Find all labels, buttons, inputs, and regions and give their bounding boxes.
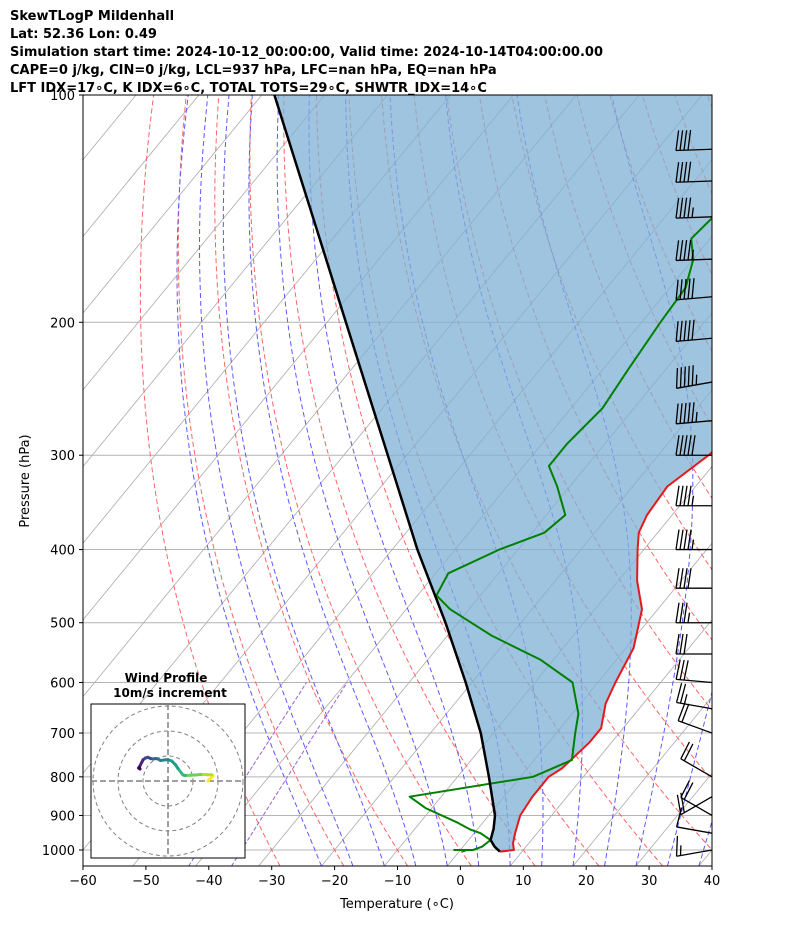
isotherm-line (83, 95, 263, 314)
y-tick-label: 800 (50, 771, 75, 786)
y-axis-label: Pressure (hPa) (18, 434, 33, 527)
wind-barb (675, 197, 713, 219)
wind-barb (675, 835, 713, 857)
x-axis-ticks: −60 −50 −40 −30 −20 −10 0 10 20 30 40 (69, 866, 720, 889)
isotherm-line (83, 95, 200, 237)
y-tick-label: 300 (50, 449, 75, 464)
wind-barb (675, 435, 712, 456)
wind-barb (680, 780, 713, 817)
isotherm-line (762, 95, 794, 866)
cape-text: CAPE=0 j/kg, CIN=0 j/kg, LCL=937 hPa, LF… (10, 63, 497, 78)
hodograph-segment (137, 766, 142, 771)
x-tick-label: −10 (384, 874, 411, 889)
y-tick-label: 400 (50, 544, 75, 559)
x-tick-label: 20 (578, 874, 595, 889)
wind-barb (675, 568, 712, 589)
wind-barb (675, 659, 713, 684)
y-tick-label: 1000 (42, 844, 75, 859)
y-tick-label: 900 (50, 809, 75, 824)
x-tick-label: −30 (258, 874, 285, 889)
temperature-line (499, 450, 712, 853)
cape-cin-area (274, 95, 712, 852)
moist-adiabat (248, 95, 417, 866)
x-tick-label: 30 (641, 874, 658, 889)
mixing-ratio-line (231, 682, 348, 866)
isotherm-line (698, 849, 712, 866)
wind-barb (675, 278, 713, 301)
wind-barb (677, 702, 713, 734)
moist-adiabat (222, 95, 385, 866)
moist-adiabat (308, 95, 480, 866)
wind-barb (675, 161, 713, 183)
isotherm-line (83, 95, 388, 468)
x-tick-label: −50 (132, 874, 159, 889)
wind-barb (675, 402, 713, 425)
isotherm-line (83, 95, 326, 391)
wind-profile-inset: Wind Profile 10m/s increment (90, 671, 246, 859)
moist-adiabat (176, 95, 322, 866)
isotherm-line (0, 95, 73, 866)
dry-adiabat (214, 95, 409, 866)
wind-barb (675, 129, 713, 152)
inset-title: Wind Profile (125, 671, 208, 685)
x-tick-label: −40 (195, 874, 222, 889)
dry-adiabat (740, 95, 794, 866)
wind-barb (675, 683, 713, 710)
wind-barb (680, 741, 713, 778)
wind-barb (675, 365, 713, 389)
moist-adiabat (198, 95, 354, 866)
moist-adiabat (276, 95, 448, 866)
wind-barb (676, 792, 713, 816)
dry-adiabat (177, 95, 345, 866)
x-tick-label: −20 (321, 874, 348, 889)
y-axis-ticks: 100 200 300 400 500 600 700 800 900 1000 (42, 89, 83, 859)
location-text: Lat: 52.36 Lon: 0.49 (10, 27, 157, 42)
chart-title: SkewTLogP Mildenhall (10, 9, 175, 24)
wind-barb (675, 319, 713, 343)
y-tick-label: 200 (50, 316, 75, 331)
cape-fill-layer (274, 95, 712, 852)
isotherm-line (509, 619, 712, 866)
x-tick-label: 0 (456, 874, 464, 889)
y-tick-label: 500 (50, 617, 75, 632)
x-tick-label: 10 (515, 874, 532, 889)
inset-subtitle: 10m/s increment (113, 686, 227, 700)
dry-adiabat (316, 95, 600, 866)
wind-barb (675, 529, 712, 551)
y-tick-label: 600 (50, 677, 75, 692)
isotherm-line (572, 695, 712, 866)
x-axis-label: Temperature (∘C) (339, 897, 454, 912)
dry-adiabat (139, 95, 281, 866)
wind-barb (675, 485, 712, 507)
y-tick-label: 700 (50, 727, 75, 742)
wind-barb (675, 633, 712, 655)
x-tick-label: 40 (704, 874, 721, 889)
chart-header: SkewTLogP Mildenhall Lat: 52.36 Lon: 0.4… (10, 8, 603, 98)
simulation-time-text: Simulation start time: 2024-10-12_00:00:… (10, 45, 603, 60)
parcel-line (273, 95, 501, 853)
moist-adiabat (698, 819, 712, 866)
dry-adiabat (706, 95, 712, 109)
wind-barb (675, 239, 713, 262)
wind-barb (675, 602, 712, 624)
y-tick-label: 100 (50, 89, 75, 104)
wind-barbs (675, 129, 713, 857)
x-tick-label: −60 (69, 874, 96, 889)
indices-text: LFT IDX=17∘C, K IDX=6∘C, TOTAL TOTS=29∘C… (10, 81, 487, 96)
